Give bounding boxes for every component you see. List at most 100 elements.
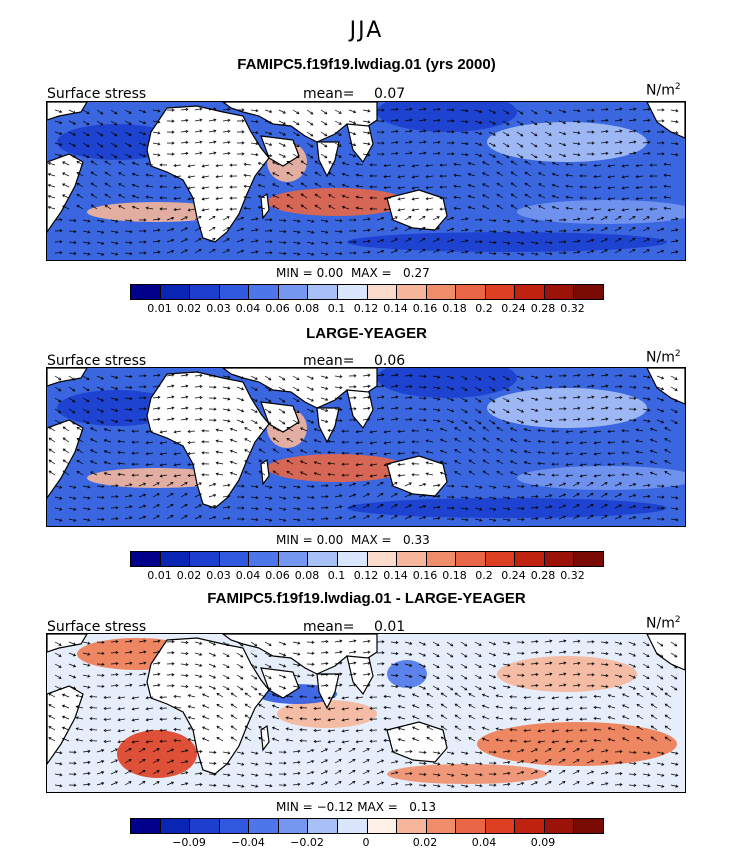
wind-arrow [124, 252, 133, 256]
wind-arrow [460, 751, 469, 755]
wind-arrow [68, 419, 76, 425]
wind-arrow [152, 373, 161, 377]
wind-arrow [96, 109, 104, 115]
wind-arrow [194, 504, 202, 509]
wind-arrow [250, 408, 258, 413]
wind-arrow [68, 496, 77, 500]
colorbar-swatch [278, 285, 309, 299]
wind-arrow [320, 142, 328, 148]
wind-arrow [320, 639, 329, 644]
wind-arrow [250, 507, 259, 511]
wind-arrow [460, 762, 469, 766]
wind-arrow [390, 129, 399, 134]
wind-arrow [355, 206, 364, 210]
wind-arrow [649, 449, 658, 454]
wind-arrow [614, 395, 623, 400]
wind-arrow [306, 673, 315, 677]
wind-arrow [426, 704, 434, 709]
wind-arrow [650, 725, 658, 731]
wind-arrow [551, 172, 560, 177]
continent-shape [47, 153, 84, 234]
wind-arrow [145, 696, 154, 700]
wind-arrow [572, 639, 581, 643]
wind-arrow [68, 663, 77, 668]
wind-arrow [244, 449, 252, 454]
wind-arrow [54, 751, 63, 755]
wind-arrow [355, 463, 364, 467]
wind-arrow [628, 515, 637, 520]
wind-arrow [201, 175, 210, 179]
wind-arrow [516, 781, 525, 786]
wind-arrow [306, 517, 315, 522]
wind-arrow [502, 674, 511, 678]
wind-arrow [418, 761, 427, 765]
wind-arrow [187, 473, 196, 478]
wind-arrow [292, 485, 301, 489]
wind-arrow [376, 406, 385, 410]
wind-arrow [208, 750, 217, 754]
wind-arrow [334, 219, 343, 223]
wind-arrow [628, 750, 637, 754]
wind-arrow [90, 160, 98, 166]
wind-arrow [502, 771, 511, 775]
wind-arrow [516, 375, 524, 380]
wind-arrow [54, 218, 63, 222]
colorbar-tick-label: 0.2 [475, 569, 493, 582]
wind-arrow [614, 406, 623, 411]
wind-arrow [180, 640, 189, 645]
wind-arrow [320, 770, 328, 775]
wind-arrow [230, 692, 238, 698]
wind-arrow [544, 661, 553, 665]
wind-arrow [586, 684, 595, 688]
wind-arrow [180, 249, 188, 254]
wind-arrow [614, 151, 623, 155]
wind-arrow [418, 772, 427, 776]
wind-arrow [628, 385, 637, 389]
wind-arrow [558, 229, 567, 233]
colorbar-tick-label: 0.2 [475, 302, 493, 315]
wind-arrow [628, 663, 636, 668]
wind-arrow [334, 661, 343, 665]
wind-arrow [412, 704, 420, 709]
wind-arrow [173, 716, 182, 721]
wind-arrow [628, 238, 636, 243]
wind-arrow [76, 193, 84, 199]
wind-arrow [194, 373, 203, 378]
wind-arrow [488, 120, 496, 125]
wind-arrow [278, 397, 286, 403]
wind-arrow [642, 151, 651, 155]
field-blob [117, 730, 197, 778]
wind-arrow [586, 748, 595, 753]
wind-arrow [215, 439, 224, 443]
colorbar-swatch [337, 285, 368, 299]
wind-arrow [622, 737, 630, 742]
wind-arrow [257, 194, 266, 199]
wind-arrow [328, 183, 336, 188]
wind-arrow [48, 459, 56, 465]
wind-arrow [264, 218, 273, 222]
wind-arrow [656, 152, 665, 156]
wind-arrow [670, 408, 678, 413]
wind-arrow [488, 218, 497, 223]
wind-arrow [628, 504, 637, 509]
wind-arrow [538, 194, 546, 199]
wind-arrow [173, 441, 182, 445]
wind-arrow [523, 695, 532, 700]
wind-arrow [558, 385, 567, 389]
wind-arrow [96, 219, 105, 223]
wind-arrow [411, 175, 420, 179]
wind-arrow [258, 459, 266, 465]
wind-arrow [474, 674, 482, 679]
wind-arrow [215, 197, 224, 201]
wind-arrow [292, 219, 301, 223]
wind-arrow [600, 504, 608, 509]
wind-arrow [572, 759, 580, 764]
wind-arrow [250, 217, 259, 221]
wind-arrow [194, 238, 202, 243]
wind-arrow [117, 439, 126, 443]
wind-arrow [628, 482, 637, 487]
wind-arrow [460, 408, 468, 413]
wind-arrow [68, 783, 77, 787]
wind-arrow [320, 759, 328, 764]
wind-arrow [54, 386, 62, 392]
